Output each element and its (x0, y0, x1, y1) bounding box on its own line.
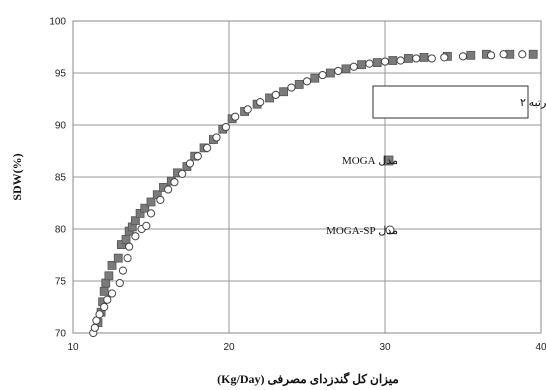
data-point-moga-sp (518, 50, 527, 59)
data-point-moga-sp (287, 83, 296, 92)
data-point-moga (357, 60, 367, 70)
data-point-moga-sp (412, 54, 421, 63)
x-tick-labels: 10 20 30 40 (67, 342, 546, 353)
data-point-moga-sp (203, 143, 212, 152)
data-point-moga-sp (170, 178, 179, 187)
legend-marker-moga (383, 155, 394, 166)
data-point-moga-sp (212, 133, 221, 142)
data-point-moga (121, 234, 131, 244)
axes (72, 20, 542, 334)
data-point-moga (146, 197, 156, 207)
data-point-moga (107, 260, 117, 270)
data-point-moga-sp (123, 254, 132, 263)
annotation-text: د) نرخ زوال از مرتبه ۲ (520, 97, 546, 109)
data-point-moga-sp (271, 90, 280, 99)
data-point-moga (130, 216, 140, 226)
data-point-moga-sp (256, 98, 265, 107)
data-point-moga (341, 64, 351, 74)
data-point-moga-sp (380, 57, 390, 66)
x-tick-label: 30 (379, 342, 391, 353)
legend-marker-moga-sp (385, 225, 395, 235)
data-point-moga-sp (95, 310, 104, 319)
data-point-moga-sp (142, 221, 151, 230)
data-point-moga-sp (486, 51, 496, 60)
data-point-moga-sp (458, 52, 468, 61)
data-point-moga-sp (178, 169, 187, 178)
y-axis-title: SDW(%) (10, 153, 24, 200)
data-point-moga (325, 68, 335, 78)
data-point-moga-sp (185, 159, 195, 168)
y-tick-label: 80 (55, 225, 67, 236)
data-point-moga (116, 240, 126, 250)
data-point-moga (310, 73, 320, 83)
grid-lines (73, 21, 541, 333)
y-tick-label: 90 (55, 121, 67, 132)
data-point-moga-sp (125, 242, 134, 251)
legend-label-moga-sp: مدل MOGA-SP (326, 225, 398, 237)
y-tick-label: 75 (55, 277, 67, 288)
data-point-moga (135, 208, 145, 218)
x-tick-label: 40 (535, 342, 546, 353)
data-point-moga (419, 53, 429, 62)
data-point-moga (99, 286, 109, 296)
data-point-moga (113, 253, 123, 263)
data-point-moga (104, 271, 114, 281)
data-point-moga (388, 56, 398, 65)
data-point-moga-sp (349, 62, 358, 71)
y-tick-label: 70 (55, 329, 67, 340)
data-point-moga-sp (396, 56, 405, 65)
data-points (89, 49, 538, 338)
x-axis-title: میزان کل گندزدای مصرفی (Kg/Day) (217, 371, 399, 387)
data-point-moga-sp (440, 53, 449, 62)
x-tick-label: 10 (67, 342, 79, 353)
data-point-moga (372, 58, 382, 67)
data-point-moga-sp (318, 70, 327, 80)
y-tick-label: 85 (55, 173, 67, 184)
data-point-moga-sp (302, 77, 312, 86)
data-point-moga (101, 278, 111, 288)
data-point-moga (294, 80, 304, 89)
data-point-moga-sp (103, 295, 112, 304)
data-point-moga-sp (231, 112, 240, 121)
data-point-moga-sp (221, 122, 230, 132)
y-tick-label: 100 (49, 17, 66, 28)
data-point-moga-sp (100, 302, 109, 312)
legend-label-moga: مدل MOGA (342, 155, 398, 167)
data-point-moga-sp (107, 289, 117, 298)
data-point-moga-sp (243, 105, 252, 114)
x-tick-label: 20 (223, 342, 235, 353)
data-point-moga-sp (156, 195, 165, 204)
data-point-moga (528, 49, 538, 59)
data-point-moga-sp (334, 66, 343, 76)
data-point-moga-sp (499, 50, 508, 59)
data-point-moga-sp (193, 152, 202, 161)
data-point-moga-sp (115, 278, 124, 288)
plot-area-frame (72, 20, 542, 334)
data-point-moga (466, 50, 476, 60)
data-point-moga (279, 87, 289, 97)
data-point-moga-sp (131, 232, 140, 241)
data-point-moga-sp (118, 266, 128, 275)
data-point-moga-sp (365, 59, 374, 68)
y-tick-label: 95 (55, 69, 67, 80)
data-point-moga-sp (90, 323, 99, 332)
legend: مدل MOGA مدل MOGA-SP (326, 155, 398, 237)
data-point-moga-sp (164, 185, 173, 194)
data-point-moga-sp (146, 209, 156, 218)
data-point-moga (403, 54, 413, 63)
annotation-box (372, 85, 529, 119)
data-point-moga (140, 203, 150, 213)
data-point-moga-sp (427, 54, 436, 63)
y-tick-labels: 70 75 80 85 90 95 100 (49, 17, 66, 340)
